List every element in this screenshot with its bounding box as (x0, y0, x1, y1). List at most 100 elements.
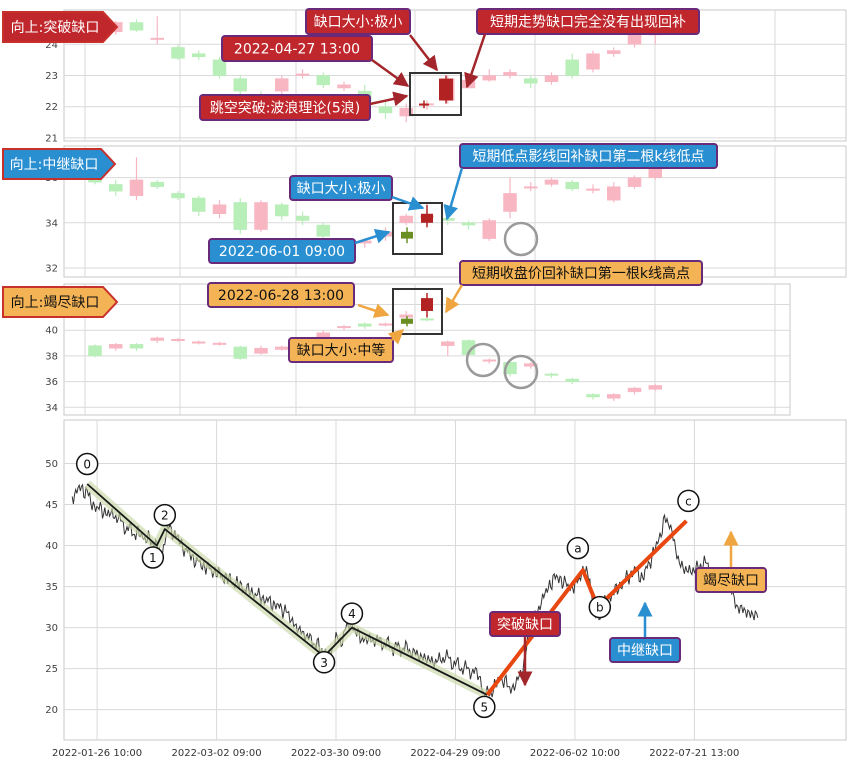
p3-note-box (459, 260, 703, 286)
fill-circle-exhaustion-2 (503, 354, 539, 390)
wave-label-2: 2 (161, 509, 169, 523)
tag-exhaustion-shape (2, 286, 119, 318)
candle-body (150, 181, 164, 187)
x-tick-label: 2022-06-02 10:00 (530, 748, 620, 759)
p2-gap-size-box (289, 175, 393, 201)
x-tick-label: 2022-04-29 09:00 (410, 748, 500, 759)
wave-label-c: c (685, 494, 692, 508)
wave-label-circle (141, 546, 165, 569)
candle-body (420, 318, 434, 321)
candle-body (212, 59, 227, 76)
wave-label-circle (473, 695, 496, 719)
candle-body (129, 344, 144, 349)
fill-circle-exhaustion-1 (465, 342, 501, 378)
candle-body (358, 323, 372, 327)
p1-wave: 跳空突破:波浪理论(5浪) (210, 101, 361, 117)
y-tick-label: 24 (45, 40, 58, 51)
p3-gap-size: 缺口大小:中等 (297, 342, 386, 359)
candle-body (129, 179, 144, 196)
candle-body (544, 75, 559, 82)
candle-body (109, 344, 123, 349)
gap-candle-3b-body (421, 298, 433, 311)
fill-circle-runaway (503, 221, 539, 257)
p1-arrow-note (464, 33, 487, 89)
p1-gap-size: 缺口大小:极小 (314, 15, 403, 31)
gap-candle-2b-body (421, 213, 433, 223)
y-tick-label: 21 (45, 133, 58, 144)
candle-body (171, 338, 185, 341)
candle-body (212, 342, 227, 345)
gap-candle-1a-body (419, 103, 429, 106)
p3-time: 2022-06-28 13:00 (218, 288, 344, 304)
wave-label-circle (566, 536, 590, 560)
p1-time: 2022-04-27 13:00 (234, 42, 360, 58)
y-tick-label: 45 (45, 500, 58, 511)
wave-label-a: a (574, 542, 581, 556)
candle-body (648, 385, 662, 390)
candle-body (192, 53, 206, 58)
candle-body (441, 341, 455, 346)
candle-body (544, 373, 559, 376)
wave-label-3: 3 (320, 656, 328, 670)
candle-body (233, 202, 247, 230)
y-tick-label: 40 (45, 326, 58, 337)
p2-note: 短期低点影线回补缺口第二根k线低点 (472, 148, 704, 165)
wave-label-b: b (596, 601, 604, 615)
gap-candle-2a-body (401, 231, 413, 239)
candle-body (171, 193, 185, 199)
candle-body (129, 22, 144, 31)
p1-arrow-size (409, 34, 438, 72)
p3-arrow-time (357, 303, 390, 318)
wave-label-4: 4 (348, 607, 356, 621)
candle-body (627, 177, 642, 187)
gap-box-exhaustion (392, 288, 443, 335)
candle-body (586, 188, 600, 191)
candle-body (503, 362, 517, 375)
p4-breakaway: 突破缺口 (497, 617, 553, 633)
p1-arrow-time (371, 58, 410, 88)
candle-body (607, 50, 621, 54)
tag-exhaustion: 向上:竭尽缺口 (11, 295, 100, 311)
y-tick-label: 50 (45, 459, 58, 470)
p1-note-box (476, 8, 700, 35)
y-tick-label: 38 (45, 351, 58, 362)
candle-body (337, 326, 351, 329)
x-tick-label: 2022-01-26 10:00 (52, 748, 142, 759)
p2-arrow-size (391, 195, 425, 211)
x-tick-label: 2022-03-30 09:00 (291, 748, 381, 759)
candle-body (295, 73, 310, 76)
wave-label-circle (340, 602, 364, 625)
candle-body (88, 345, 102, 357)
candle-body (337, 84, 351, 89)
y-tick-label: 34 (45, 403, 58, 414)
candle-body (192, 197, 206, 212)
candle-body (171, 47, 185, 59)
y-tick-label: 40 (45, 541, 58, 552)
candle-body (586, 53, 600, 70)
y-tick-label: 36 (45, 377, 58, 388)
candle-body (399, 108, 413, 117)
candle-body (482, 220, 496, 239)
y-tick-label: 30 (45, 623, 58, 634)
p2-arrow-note (443, 167, 464, 221)
wave-label-circle (75, 452, 99, 476)
candle-body (254, 202, 268, 230)
candle-body (524, 363, 538, 367)
y-tick-label: 25 (45, 664, 58, 675)
p4-runaway: 中继缺口 (617, 643, 673, 659)
p4-exhaustion: 竭尽缺口 (703, 573, 759, 589)
p4-breakaway-box (489, 611, 561, 637)
candle-body (607, 186, 621, 201)
candle-body (503, 193, 517, 212)
x-tick-label: 2022-07-21 13:00 (649, 748, 739, 759)
candle-body (503, 72, 517, 76)
candle-body (565, 378, 579, 382)
p1-time-box (221, 35, 373, 62)
p3-gap-size-box (288, 337, 394, 363)
candle-body (316, 224, 330, 237)
candle-body (233, 78, 247, 92)
candle-body (627, 387, 642, 393)
tag-breakaway: 向上:突破缺口 (11, 20, 100, 36)
p2-note-box (459, 143, 718, 169)
